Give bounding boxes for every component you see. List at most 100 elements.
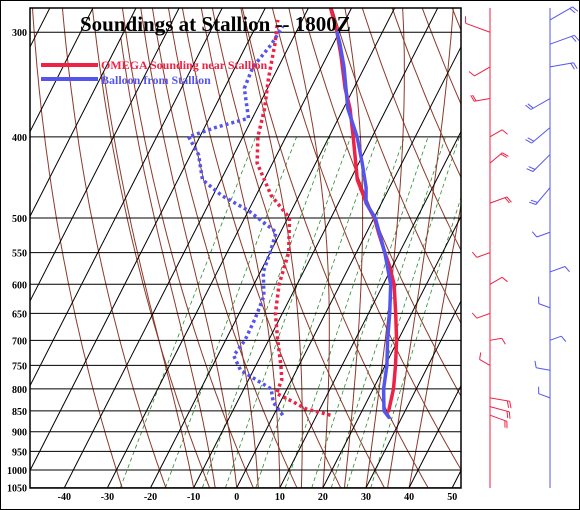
dry-adiabat xyxy=(61,8,167,488)
y-tick-label: 600 xyxy=(12,280,27,291)
series-3-dewpoint-line xyxy=(186,25,285,417)
x-tick-label: -30 xyxy=(101,492,114,503)
wind-barb xyxy=(549,62,574,68)
isotherm xyxy=(279,130,461,488)
wind-barb xyxy=(465,22,491,33)
wind-barb-feather xyxy=(560,335,567,342)
isotherm xyxy=(106,8,353,488)
isotherm xyxy=(30,8,266,472)
isotherms xyxy=(30,8,461,488)
wind-barb xyxy=(532,154,551,172)
y-tick-label: 300 xyxy=(12,28,27,39)
wind-barb xyxy=(474,98,491,102)
wind-barb-feather xyxy=(564,266,570,273)
wind-barb-feather xyxy=(572,6,579,12)
y-tick-label: 750 xyxy=(12,361,27,372)
wind-barb xyxy=(549,6,573,21)
plot-border xyxy=(29,7,462,489)
wind-barb-feather xyxy=(502,152,509,157)
wind-barb xyxy=(479,358,491,366)
wind-barb xyxy=(489,414,508,422)
wind-barbs-omega xyxy=(465,16,512,429)
wind-barb xyxy=(530,98,551,110)
wind-barb-feather xyxy=(479,352,482,360)
wind-barb xyxy=(535,187,551,205)
moist-adiabat xyxy=(387,8,454,488)
wind-barb-feather xyxy=(509,401,512,409)
mixing-ratio-line xyxy=(346,136,460,488)
wind-barb xyxy=(538,303,551,309)
wind-barb-feather xyxy=(574,34,580,41)
series-1-dewpoint-line xyxy=(255,19,331,417)
x-tick-label: 30 xyxy=(361,492,371,503)
wind-barb-feather xyxy=(504,197,510,204)
moist-adiabat xyxy=(120,38,216,488)
wind-barbs-balloon xyxy=(525,6,580,399)
dry-adiabat xyxy=(271,8,461,471)
legend-label-omega: OMEGA Sounding near Stallion xyxy=(101,58,267,72)
y-tick-label: 800 xyxy=(12,385,27,396)
chart-title: Soundings at Stallion -- 1800Z xyxy=(80,12,351,36)
y-tick-label: 850 xyxy=(12,407,27,418)
wind-barb-feather xyxy=(530,199,538,203)
dry-adiabat xyxy=(91,8,210,488)
wind-barb-feather xyxy=(569,8,576,14)
x-tick-label: -40 xyxy=(58,492,71,503)
wind-barb xyxy=(489,129,503,138)
isotherm xyxy=(30,8,137,218)
wind-barb-feather xyxy=(468,71,475,77)
wind-barb xyxy=(549,266,566,273)
wind-barb-feather xyxy=(529,201,537,205)
y-tick-label: 900 xyxy=(12,428,27,439)
y-axis-tick-labels: 1002003004005005506006507007508008509009… xyxy=(7,28,27,495)
moist-adiabat xyxy=(408,201,461,488)
wind-barb xyxy=(549,335,562,341)
mixing-ratio-line xyxy=(120,136,257,488)
y-tick-label: 1000 xyxy=(7,466,27,477)
wind-barb-feather xyxy=(508,411,511,419)
mixing-ratio-line xyxy=(284,136,405,488)
wind-barb-feather xyxy=(573,62,578,69)
wind-profile-omega xyxy=(465,8,512,488)
wind-barb-feather xyxy=(571,35,577,42)
y-tick-label: 400 xyxy=(12,133,27,144)
wind-barb-feather xyxy=(500,153,508,158)
wind-barb xyxy=(476,312,491,319)
x-axis-tick-labels: -40 -30 -20 -10 0 10 20 30 40 50 xyxy=(58,492,458,503)
moist-adiabat xyxy=(240,8,303,488)
wind-barb xyxy=(489,152,503,164)
x-tick-label: 50 xyxy=(447,492,457,503)
wind-barb-feather xyxy=(527,137,535,142)
wind-barb-feather xyxy=(501,337,506,345)
sounding-series xyxy=(186,8,399,420)
wind-barb-feather xyxy=(506,196,512,203)
moist-adiabat xyxy=(140,8,238,488)
y-tick-label: 550 xyxy=(12,249,27,260)
mixing-ratio-line xyxy=(330,136,446,488)
wind-profile-balloon xyxy=(525,6,580,488)
isotherm xyxy=(30,8,223,387)
moist-adiabat xyxy=(288,8,330,488)
y-tick-label: 650 xyxy=(12,309,27,320)
wind-barb-feather xyxy=(472,94,477,102)
mixing-ratio-line xyxy=(225,136,352,488)
wind-barb xyxy=(549,34,575,45)
wind-barb xyxy=(489,406,510,413)
x-tick-label: -20 xyxy=(144,492,157,503)
y-tick-label: 950 xyxy=(12,447,27,458)
y-tick-label: 700 xyxy=(12,336,27,347)
isotherm xyxy=(63,8,309,488)
wind-barb xyxy=(474,66,491,77)
legend-label-balloon: Balloon from Stallion xyxy=(101,73,211,87)
wind-barb-feather xyxy=(470,95,475,102)
wind-barb xyxy=(489,196,508,204)
wind-barb xyxy=(489,397,510,402)
isotherm xyxy=(30,8,180,303)
isotherm xyxy=(236,45,461,488)
wind-barb-feather xyxy=(501,129,508,135)
mixing-ratio-line xyxy=(311,136,429,488)
wind-barb-feather xyxy=(506,411,509,419)
mixing-ratio-line xyxy=(370,196,461,488)
mixing-ratio-lines xyxy=(120,136,461,488)
y-tick-label: 500 xyxy=(12,214,27,225)
